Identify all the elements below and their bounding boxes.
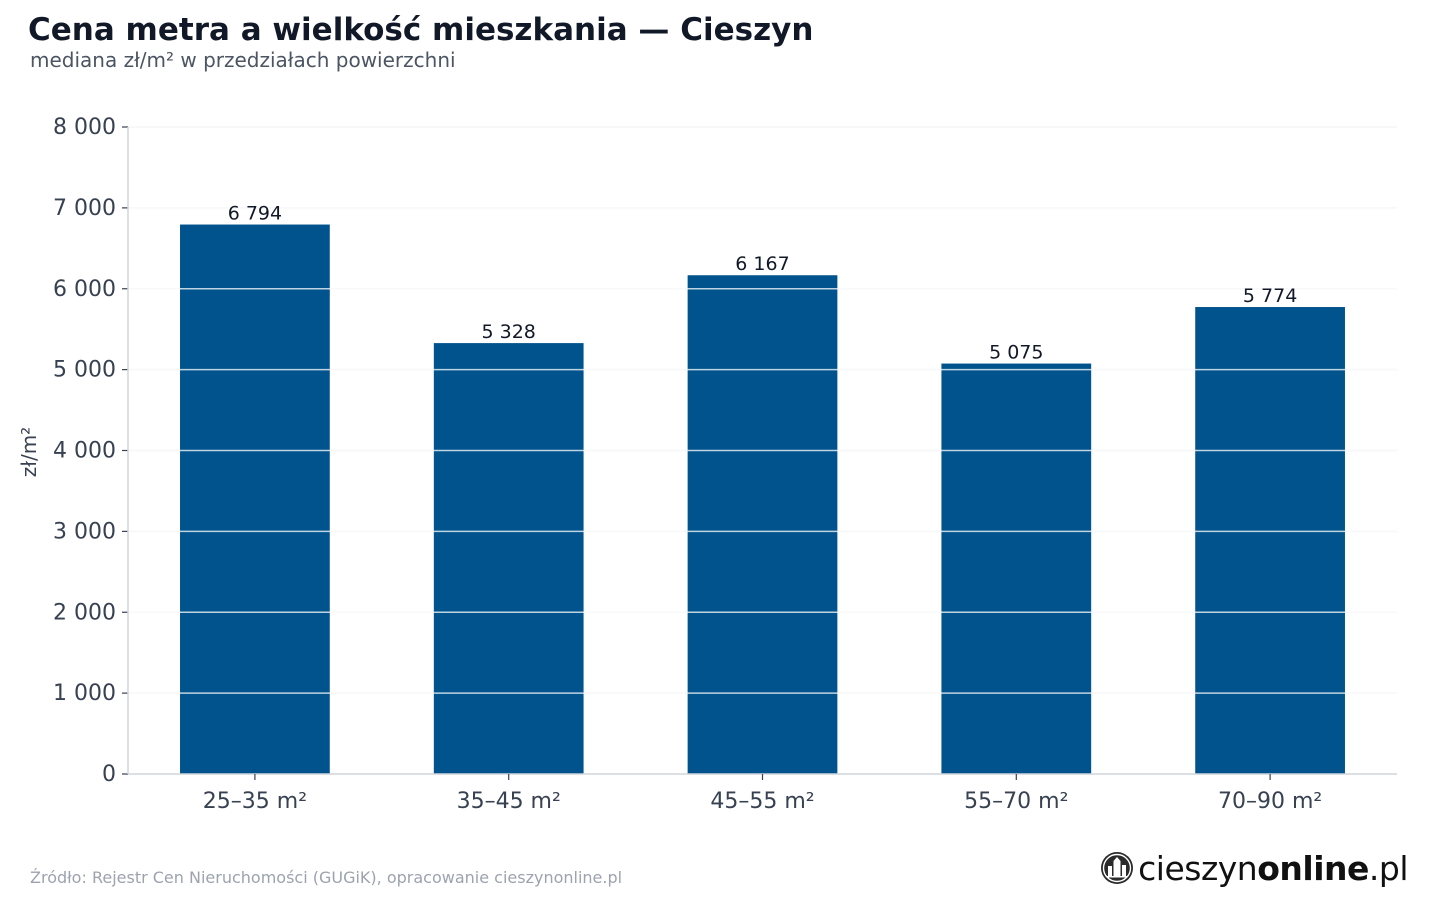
y-tick-label: 4 000 xyxy=(53,439,116,464)
bar xyxy=(433,343,584,774)
bar-layer xyxy=(180,224,1345,774)
y-tick-label: 5 000 xyxy=(53,358,116,383)
y-tick-label: 1 000 xyxy=(53,681,116,706)
city-emblem-icon xyxy=(1101,852,1134,884)
logo-wordmark: cieszynonline.pl xyxy=(1138,849,1408,888)
bar-value-label: 5 328 xyxy=(481,321,535,343)
logo-text-regular: cieszyn xyxy=(1138,848,1258,888)
overgrid-layer xyxy=(128,126,1397,694)
y-tick-label: 2 000 xyxy=(53,600,116,625)
chart-title: Cena metra a wielkość mieszkania — Ciesz… xyxy=(28,12,814,48)
y-tick-label: 7 000 xyxy=(53,196,116,221)
y-tick-label: 8 000 xyxy=(53,115,116,140)
y-tick-label: 6 000 xyxy=(53,277,116,302)
bar xyxy=(941,363,1092,774)
y-axis-label: zł/m² xyxy=(17,427,41,477)
site-logo: cieszynonline.pl xyxy=(1100,846,1409,890)
logo-text-bold: online xyxy=(1257,848,1369,888)
x-tick-label: 70–90 m² xyxy=(1218,789,1322,814)
x-tick-label: 45–55 m² xyxy=(710,789,814,814)
bar-value-label: 6 794 xyxy=(228,203,282,225)
bar-value-label: 6 167 xyxy=(735,253,789,275)
y-tick-label: 3 000 xyxy=(53,519,116,544)
label-layer: 0 1 000 2 000 3 000 4 000 5 000 6 000 7 000 8 00… xyxy=(53,115,1322,814)
source-note: Źródło: Rejestr Cen Nieruchomości (GUGiK… xyxy=(30,868,623,887)
logo-text-suffix: .pl xyxy=(1368,848,1409,888)
bar xyxy=(687,275,838,774)
x-tick-label: 35–45 m² xyxy=(457,789,561,814)
bar xyxy=(180,224,330,774)
bar xyxy=(1195,307,1345,774)
chart-subtitle: mediana zł/m² w przedziałach powierzchni xyxy=(30,48,456,72)
x-tick-label: 55–70 m² xyxy=(964,789,1068,814)
bar-value-label: 5 075 xyxy=(989,342,1043,364)
bar-value-label: 5 774 xyxy=(1243,285,1297,307)
x-tick-label: 25–35 m² xyxy=(203,789,307,814)
y-tick-label: 0 xyxy=(102,762,116,787)
axis-layer xyxy=(122,126,1397,780)
